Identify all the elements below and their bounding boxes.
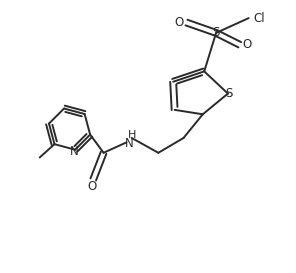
Text: O: O [87, 180, 96, 193]
Text: N: N [125, 137, 134, 150]
Text: O: O [242, 38, 252, 51]
Text: Cl: Cl [253, 11, 265, 25]
Text: N: N [70, 145, 79, 158]
Text: O: O [174, 16, 184, 29]
Text: S: S [226, 87, 233, 100]
Text: S: S [213, 26, 220, 39]
Text: H: H [128, 130, 136, 140]
